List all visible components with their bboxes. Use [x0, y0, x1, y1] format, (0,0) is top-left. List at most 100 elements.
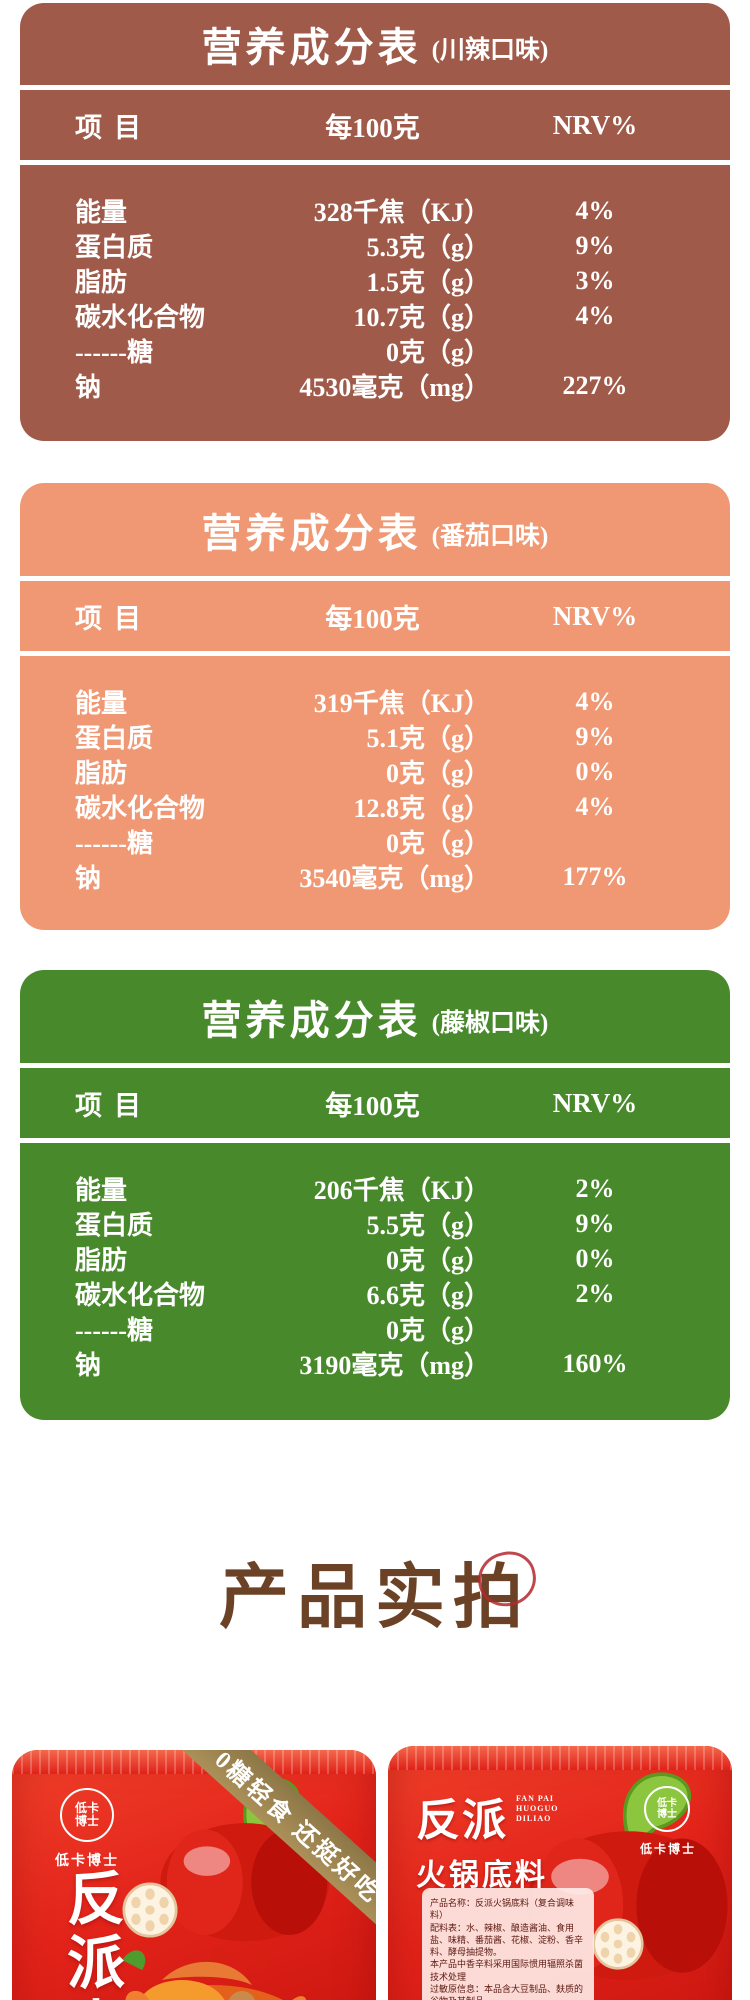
- table-row: ------糖 0克（g）: [20, 1310, 730, 1345]
- header-item: 项目: [75, 112, 153, 143]
- row-nrv: 0%: [575, 756, 615, 786]
- row-label: 蛋白质: [75, 1211, 154, 1240]
- divider: [20, 1138, 730, 1143]
- row-value: 3540毫克（mg）: [299, 864, 490, 893]
- table-row: ------糖 0克（g）: [20, 332, 730, 367]
- row-label: 能量: [75, 198, 128, 227]
- product-packet-front: 低卡博士 低卡博士 反派火 0糖轻食 还挺好吃: [12, 1750, 376, 2000]
- splash-mid: [139, 1980, 225, 2000]
- table-body: 能量 319千焦（KJ） 4% 蛋白质 5.1克（g） 9% 脂肪 0克（g） …: [20, 656, 730, 894]
- lotus-root-graphic: [122, 1882, 178, 1938]
- divider: [20, 85, 730, 90]
- header-per100g: 每100克: [325, 603, 420, 634]
- table-row: 蛋白质 5.3克（g） 9%: [20, 227, 730, 263]
- row-nrv: 160%: [562, 1348, 628, 1378]
- table-header-row: 项目 每100克 NRV%: [20, 90, 730, 160]
- info-line: 过敏原信息：本品含大豆制品、麸质的谷物及其制品: [430, 1984, 584, 2000]
- row-value: 1.5克（g）: [366, 268, 490, 297]
- table-row: 脂肪 0克（g） 0%: [20, 1240, 730, 1276]
- packet-brand-name-en: FAN PAI HUOGUO DILIAO: [516, 1794, 559, 1823]
- row-label: 蛋白质: [75, 724, 154, 753]
- pepper-highlight: [183, 1846, 231, 1876]
- packet-brand-name: 反派: [416, 1796, 508, 1845]
- row-value: 0克（g）: [385, 759, 490, 788]
- header-per100g: 每100克: [325, 112, 420, 143]
- row-nrv: 0%: [575, 1243, 615, 1273]
- info-line: 本产品中香辛料采用国际惯用辐照杀菌技术处理: [430, 1959, 584, 1982]
- row-nrv: 9%: [575, 721, 615, 751]
- table-row: 钠 4530毫克（mg） 227%: [20, 367, 730, 403]
- product-photo-section: 低卡博士 低卡博士 反派火 0糖轻食 还挺好吃: [0, 1746, 750, 2000]
- table-row: 能量 206千焦（KJ） 2%: [20, 1170, 730, 1206]
- pepper-lobe: [166, 1829, 243, 1935]
- row-label: 钠: [75, 864, 102, 893]
- section-title-product-photos: 产品实拍: [0, 1546, 750, 1638]
- splash-drip: [125, 1990, 150, 2000]
- table-row: ------糖 0克（g）: [20, 823, 730, 858]
- row-label: 碳水化合物: [75, 1281, 206, 1310]
- row-value: 0克（g）: [385, 1316, 490, 1345]
- splash-drip: [292, 1996, 306, 2000]
- pepper-graphic: [160, 1777, 330, 1942]
- row-label: ------糖: [75, 338, 153, 367]
- row-nrv: 4%: [575, 791, 615, 821]
- row-value: 328千焦（KJ）: [313, 198, 490, 227]
- table-row: 钠 3540毫克（mg） 177%: [20, 858, 730, 894]
- splash-graphic: [122, 1948, 306, 2000]
- row-value: 0克（g）: [385, 829, 490, 858]
- table-body: 能量 206千焦（KJ） 2% 蛋白质 5.5克（g） 9% 脂肪 0克（g） …: [20, 1143, 730, 1381]
- product-info-panel: 产品名称：反派火锅底料（复合调味料） 配料表：水、辣椒、酿造酱油、食用盐、味精、…: [422, 1888, 594, 2000]
- nutrition-card-title: 营养成分表 (川辣口味): [20, 3, 730, 85]
- nutrition-title-text: 营养成分表: [201, 997, 422, 1043]
- brand-logo-text: 低卡博士: [74, 1801, 99, 1828]
- brand-logo-text: 低卡博士: [657, 1798, 677, 1820]
- table-row: 蛋白质 5.5克（g） 9%: [20, 1205, 730, 1241]
- row-label: 脂肪: [75, 1246, 128, 1275]
- header-nrv: NRV%: [552, 600, 638, 631]
- row-value: 5.5克（g）: [366, 1211, 490, 1240]
- packet-product-name: 火锅底料: [416, 1859, 548, 1892]
- row-value: 12.8克（g）: [353, 794, 490, 823]
- row-nrv: 2%: [575, 1278, 615, 1308]
- row-label: 能量: [75, 689, 128, 718]
- row-value: 0克（g）: [385, 1246, 490, 1275]
- packet-brand-block: 反派 FAN PAI HUOGUO DILIAO 火锅底料: [416, 1784, 558, 1894]
- header-nrv: NRV%: [552, 1087, 638, 1118]
- header-per100g: 每100克: [325, 1090, 420, 1121]
- row-label: ------糖: [75, 1316, 153, 1345]
- row-value: 0克（g）: [385, 338, 490, 367]
- packet-brand-vertical: 反派火: [58, 1868, 123, 2000]
- row-label: 脂肪: [75, 759, 128, 788]
- table-row: 能量 319千焦（KJ） 4%: [20, 683, 730, 719]
- row-nrv: 227%: [562, 370, 628, 400]
- lotus-root-graphic: [592, 1918, 644, 1970]
- row-value: 5.1克（g）: [366, 724, 490, 753]
- header-item: 项目: [75, 1090, 153, 1121]
- row-nrv: 9%: [575, 230, 615, 260]
- table-body: 能量 328千焦（KJ） 4% 蛋白质 5.3克（g） 9% 脂肪 1.5克（g…: [20, 165, 730, 403]
- divider: [20, 1063, 730, 1068]
- row-label: 碳水化合物: [75, 303, 206, 332]
- table-header-row: 项目 每100克 NRV%: [20, 581, 730, 651]
- row-nrv: 4%: [575, 300, 615, 330]
- row-value: 10.7克（g）: [353, 303, 490, 332]
- nutrition-card-title: 营养成分表 (藤椒口味): [20, 970, 730, 1063]
- table-row: 能量 328千焦（KJ） 4%: [20, 192, 730, 228]
- chili-graphic: [252, 1949, 270, 1970]
- nutrition-title-text: 营养成分表: [201, 25, 422, 70]
- row-label: 蛋白质: [75, 233, 154, 262]
- row-label: 钠: [75, 373, 102, 402]
- row-value: 3190毫克（mg）: [299, 1351, 490, 1380]
- header-item: 项目: [75, 603, 153, 634]
- brand-logo: 低卡博士: [644, 1786, 690, 1832]
- pepper-highlight: [551, 1858, 609, 1895]
- row-label: 能量: [75, 1176, 128, 1205]
- table-row: 脂肪 1.5克（g） 3%: [20, 262, 730, 298]
- nutrition-title-text: 营养成分表: [201, 510, 422, 556]
- row-value: 6.6克（g）: [366, 1281, 490, 1310]
- table-row: 碳水化合物 10.7克（g） 4%: [20, 297, 730, 333]
- nutrition-title-flavor: (番茄口味): [431, 522, 549, 550]
- info-line: 配料表：水、辣椒、酿造酱油、食用盐、味精、番茄酱、花椒、淀粉、香辛料、酵母抽提物…: [430, 1922, 584, 1958]
- table-row: 脂肪 0克（g） 0%: [20, 753, 730, 789]
- row-value: 5.3克（g）: [366, 233, 490, 262]
